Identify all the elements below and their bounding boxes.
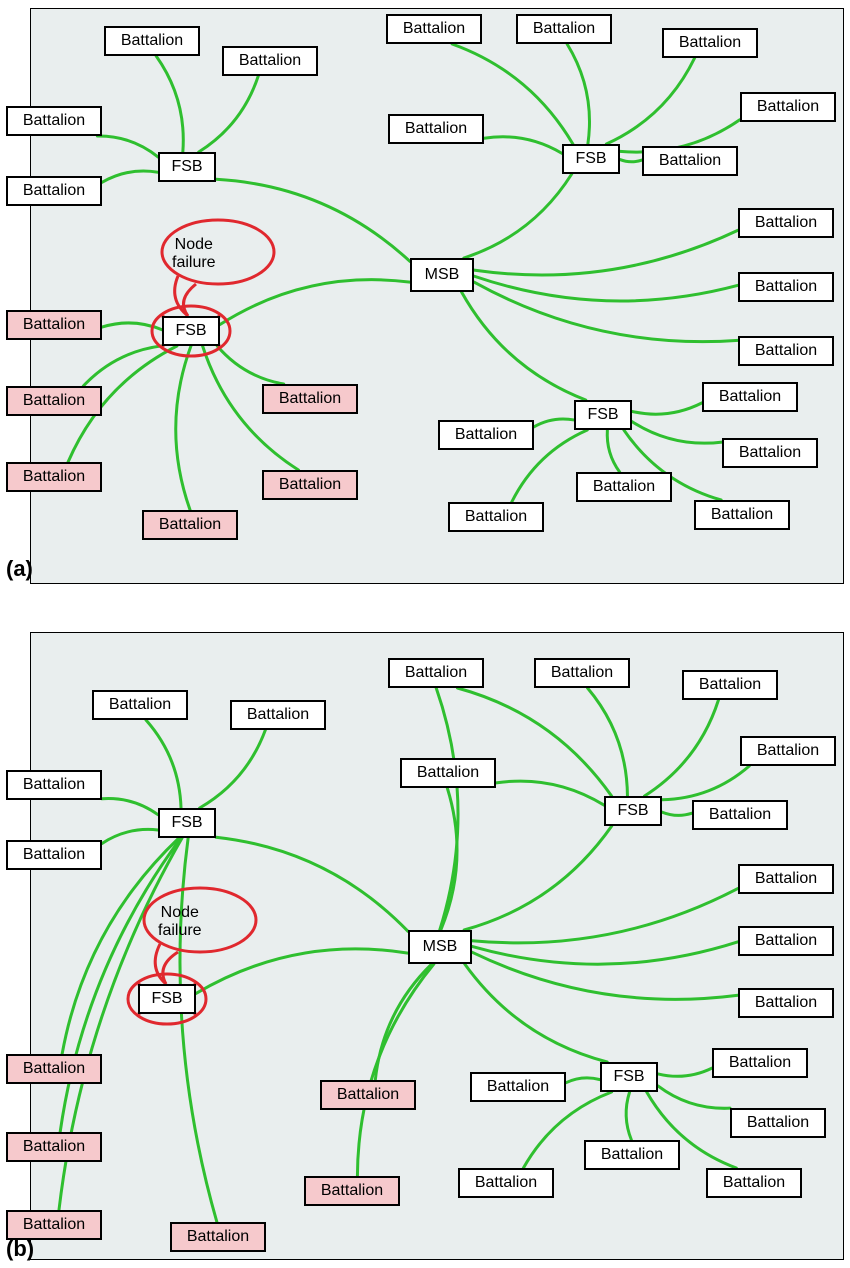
diagram-root: MSB FSB Battalion Battalion Battalion Battali…: [0, 0, 850, 1268]
node-b_b4f: Battalion: [712, 1048, 808, 1078]
node-b_b2b: Battalion: [6, 1132, 102, 1162]
node-b_b3f: Battalion: [692, 800, 788, 830]
node-a_b3e: Battalion: [388, 114, 484, 144]
node-b_b1c: Battalion: [6, 770, 102, 800]
node-b_fsb1: FSB: [158, 808, 216, 838]
node-b_b2e: Battalion: [304, 1176, 400, 1206]
node-a_b2d: Battalion: [142, 510, 238, 540]
node-b_b1b: Battalion: [230, 700, 326, 730]
node-a_b_m1: Battalion: [738, 208, 834, 238]
node-b_b1d: Battalion: [6, 840, 102, 870]
node-a_b4a: Battalion: [438, 420, 534, 450]
node-b_b2f: Battalion: [320, 1080, 416, 1110]
node-a_fsb3: FSB: [562, 144, 620, 174]
node-b_b3d: Battalion: [740, 736, 836, 766]
node-a_b2f: Battalion: [262, 384, 358, 414]
node-b_fsb2: FSB: [138, 984, 196, 1014]
node-a_b3a: Battalion: [386, 14, 482, 44]
node-b_b4d: Battalion: [706, 1168, 802, 1198]
node-a_b_m2: Battalion: [738, 272, 834, 302]
node-a_b1b: Battalion: [222, 46, 318, 76]
node-b_b4a: Battalion: [470, 1072, 566, 1102]
node-a_b4e: Battalion: [722, 438, 818, 468]
node-b_b3c: Battalion: [682, 670, 778, 700]
node-b_b1a: Battalion: [92, 690, 188, 720]
node-b_b3a: Battalion: [388, 658, 484, 688]
panel-bg-a: [30, 8, 844, 584]
node-b_b4c: Battalion: [584, 1140, 680, 1170]
panel-label-b: (b): [6, 1236, 34, 1262]
node-a_b3b: Battalion: [516, 14, 612, 44]
node-b_fsb3: FSB: [604, 796, 662, 826]
node-a_b4b: Battalion: [448, 502, 544, 532]
node-a_b1c: Battalion: [6, 106, 102, 136]
node-a_b1a: Battalion: [104, 26, 200, 56]
node-b_b2a: Battalion: [6, 1054, 102, 1084]
node-a_b2a: Battalion: [6, 310, 102, 340]
node-b_b2d: Battalion: [170, 1222, 266, 1252]
annotation-a_fail_label: Node failure: [172, 236, 216, 272]
node-b_b4b: Battalion: [458, 1168, 554, 1198]
node-a_fsb2: FSB: [162, 316, 220, 346]
node-a_b4c: Battalion: [576, 472, 672, 502]
node-a_b3d: Battalion: [740, 92, 836, 122]
node-a_b2e: Battalion: [262, 470, 358, 500]
node-b_b_m3: Battalion: [738, 988, 834, 1018]
node-a_b3f: Battalion: [642, 146, 738, 176]
node-a_b2c: Battalion: [6, 462, 102, 492]
node-a_b1d: Battalion: [6, 176, 102, 206]
node-a_b4f: Battalion: [702, 382, 798, 412]
node-b_b4e: Battalion: [730, 1108, 826, 1138]
node-a_b2b: Battalion: [6, 386, 102, 416]
node-a_fsb1: FSB: [158, 152, 216, 182]
node-b_b3b: Battalion: [534, 658, 630, 688]
node-a_b3c: Battalion: [662, 28, 758, 58]
node-b_msb: MSB: [408, 930, 472, 964]
node-a_b4d: Battalion: [694, 500, 790, 530]
node-b_b3e: Battalion: [400, 758, 496, 788]
node-a_fsb4: FSB: [574, 400, 632, 430]
node-b_b_m2: Battalion: [738, 926, 834, 956]
node-a_msb: MSB: [410, 258, 474, 292]
node-b_b_m1: Battalion: [738, 864, 834, 894]
node-b_fsb4: FSB: [600, 1062, 658, 1092]
node-a_b_m3: Battalion: [738, 336, 834, 366]
panel-label-a: (a): [6, 556, 33, 582]
annotation-b_fail_label: Node failure: [158, 904, 202, 940]
